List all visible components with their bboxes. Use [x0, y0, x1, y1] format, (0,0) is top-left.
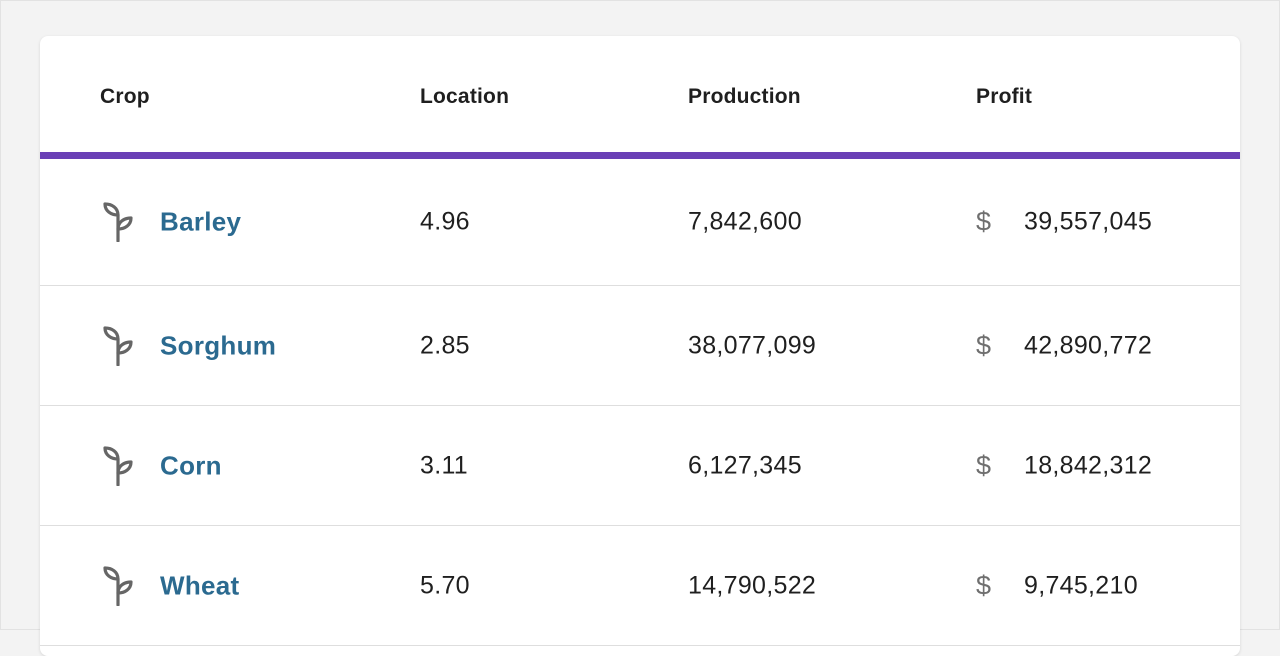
location-value: 3.11 [420, 451, 469, 479]
column-header-profit[interactable]: Profit [976, 85, 1033, 108]
sprout-icon [103, 565, 133, 606]
profit-value: 9,745,210 [1024, 571, 1138, 599]
header-accent-bar [40, 152, 1240, 159]
table-header: Crop Location Production Profit [40, 36, 1240, 152]
currency-symbol: $ [976, 570, 992, 600]
column-header-location[interactable]: Location [420, 85, 510, 108]
sprout-icon [103, 445, 133, 486]
production-value: 14,790,522 [688, 571, 817, 599]
table-row: Sorghum 2.85 38,077,099 $ 42,890,772 [40, 286, 1240, 406]
profit-value: 18,842,312 [1024, 451, 1153, 479]
crop-name-link[interactable]: Barley [160, 206, 242, 237]
location-value: 4.96 [420, 207, 470, 236]
crop-table-card: Crop Location Production Profit Barley 4… [40, 36, 1240, 656]
table-row: Wheat 5.70 14,790,522 $ 9,745,210 [40, 526, 1240, 646]
column-header-production[interactable]: Production [688, 85, 801, 108]
sprout-icon [103, 202, 133, 242]
location-value: 5.70 [420, 571, 470, 599]
currency-symbol: $ [976, 206, 992, 237]
crop-name-link[interactable]: Wheat [160, 570, 240, 600]
profit-value: 39,557,045 [1024, 207, 1153, 236]
column-header-crop[interactable]: Crop [100, 85, 150, 108]
currency-symbol: $ [976, 330, 992, 360]
production-value: 7,842,600 [688, 207, 802, 236]
currency-symbol: $ [976, 450, 992, 480]
table-body: Barley 4.96 7,842,600 $ 39,557,045 Sorgh… [40, 159, 1240, 646]
crop-name-link[interactable]: Sorghum [160, 330, 277, 360]
production-value: 38,077,099 [688, 331, 817, 359]
production-value: 6,127,345 [688, 451, 802, 479]
location-value: 2.85 [420, 331, 470, 359]
crop-name-link[interactable]: Corn [160, 450, 222, 480]
table-row: Barley 4.96 7,842,600 $ 39,557,045 [40, 159, 1240, 286]
sprout-icon [103, 325, 133, 366]
profit-value: 42,890,772 [1024, 331, 1153, 359]
table-row: Corn 3.11 6,127,345 $ 18,842,312 [40, 406, 1240, 526]
